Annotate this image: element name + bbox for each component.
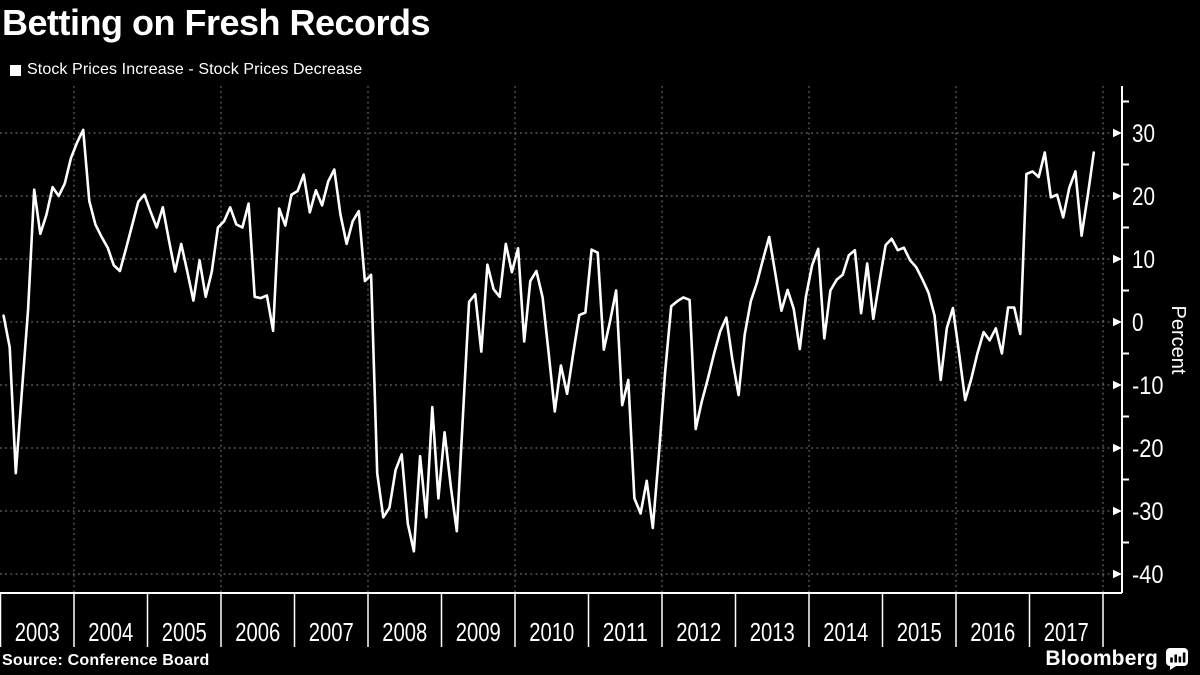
y-tick-label: -20 (1132, 435, 1164, 463)
y-tick-label: 10 (1132, 246, 1155, 274)
series-line (2, 128, 1096, 553)
y-major-tick-arrow (1113, 569, 1122, 579)
x-axis-dividers (0, 593, 1104, 647)
year-label: 2005 (162, 617, 207, 647)
year-label: 2013 (750, 617, 795, 647)
year-label: 2016 (970, 617, 1015, 647)
legend-swatch-icon (10, 64, 21, 76)
bloomberg-brand: Bloomberg (1045, 647, 1188, 671)
year-label: 2004 (88, 617, 133, 647)
y-tick-label: -30 (1132, 498, 1164, 526)
y-tick-label: 20 (1132, 183, 1155, 211)
year-label: 2014 (823, 617, 868, 647)
year-label: 2015 (897, 617, 942, 647)
y-major-tick-arrow (1113, 317, 1122, 327)
y-tick-label: -40 (1132, 561, 1164, 589)
year-label: 2009 (456, 617, 501, 647)
y-major-tick-arrow (1113, 443, 1122, 453)
y-axis-labels: 30 20 10 0 -10 -20 -30 -40 (1132, 120, 1164, 589)
year-label: 2008 (382, 617, 427, 647)
y-tick-label: 0 (1132, 309, 1144, 337)
axis-lines (0, 86, 1123, 594)
gridlines-horizontal (0, 132, 1122, 575)
legend: Stock Prices Increase - Stock Prices Dec… (10, 61, 362, 79)
y-axis-minor-ticks (1122, 100, 1129, 544)
year-label: 2006 (235, 617, 280, 647)
y-axis-major-ticks (1113, 128, 1122, 579)
y-major-tick-arrow (1113, 506, 1122, 516)
year-label: 2012 (676, 617, 721, 647)
x-axis-labels: 2003 2004 2005 2006 2007 2008 2009 2010 2011 2012… (15, 617, 1089, 647)
y-axis-title: Percent (1167, 305, 1189, 375)
y-major-tick-arrow (1113, 254, 1122, 264)
bloomberg-wordmark: Bloomberg (1045, 647, 1158, 670)
y-tick-label: 30 (1132, 120, 1155, 148)
bloomberg-logo-icon (1166, 648, 1188, 670)
legend-label: Stock Prices Increase - Stock Prices Dec… (27, 61, 363, 78)
y-tick-label: -10 (1132, 372, 1164, 400)
chart-title: Betting on Fresh Records (2, 2, 431, 43)
year-label: 2003 (15, 617, 60, 647)
year-label: 2007 (309, 617, 354, 647)
gridlines-vertical (73, 86, 1104, 593)
source-text: Source: Conference Board (2, 652, 210, 669)
year-label: 2017 (1044, 617, 1089, 647)
data-line (2, 128, 1096, 553)
y-major-tick-arrow (1113, 191, 1122, 201)
y-major-tick-arrow (1113, 380, 1122, 390)
year-label: 2011 (603, 617, 648, 647)
y-major-tick-arrow (1113, 128, 1122, 138)
year-label: 2010 (529, 617, 574, 647)
